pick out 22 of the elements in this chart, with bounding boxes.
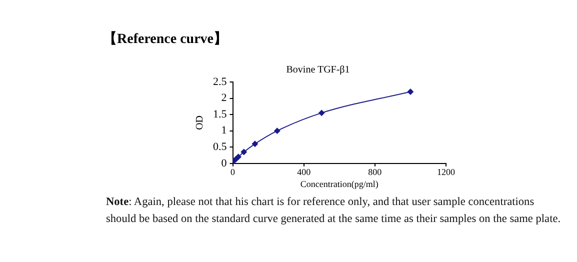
chart-title: 【Reference curve】 bbox=[103, 30, 228, 48]
chart-subtitle: Bovine TGF-β1 bbox=[286, 64, 350, 76]
x-tick-label: 800 bbox=[368, 167, 382, 178]
point bbox=[274, 128, 280, 134]
y-tick-label: 2 bbox=[221, 92, 227, 104]
x-axis-title: Concentration(pg/ml) bbox=[300, 178, 378, 189]
text: Note: Again, please not that his chart is for reference only, and that user sample concentrations should be based on the standard curve generated at the same time as their samples on the same plate. bbox=[106, 195, 561, 227]
x-tick-label: 1200 bbox=[437, 167, 456, 178]
y-tick-label: 0.5 bbox=[213, 141, 228, 154]
point bbox=[318, 110, 325, 116]
y-axis-title: OD bbox=[194, 115, 206, 130]
point bbox=[232, 156, 239, 162]
y-tick-label: 1.5 bbox=[213, 108, 228, 120]
point bbox=[235, 154, 242, 160]
point bbox=[407, 88, 414, 95]
y-tick-label: 0 bbox=[221, 157, 228, 170]
x-tick-label: 0 bbox=[230, 167, 236, 178]
y-tick-label: 1 bbox=[221, 124, 227, 137]
point bbox=[252, 140, 258, 147]
y-tick-label: 2.5 bbox=[213, 76, 228, 88]
point bbox=[240, 149, 247, 156]
x-tick-label: 400 bbox=[297, 167, 312, 178]
